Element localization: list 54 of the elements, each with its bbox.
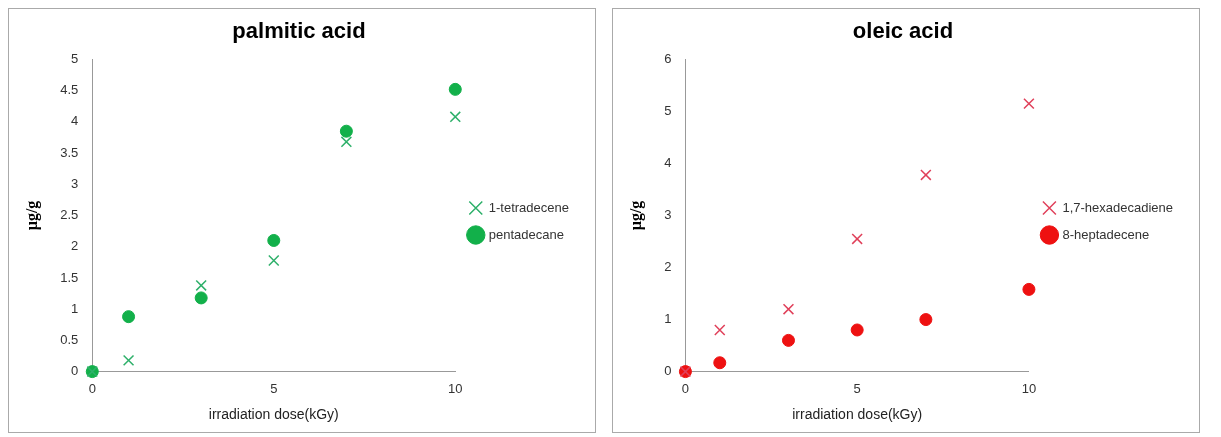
x-tick-label: 0 [88,380,96,396]
y-tick-label: 0.5 [60,331,79,347]
y-tick-label: 2 [664,259,672,275]
point [782,303,795,315]
x-tick-label: 10 [448,380,463,396]
y-tick-label: 4 [664,155,672,171]
point [339,124,353,138]
y-tick-label: 6 [664,50,672,66]
y-tick-label: 1 [71,300,79,316]
y-tick-label: 4.5 [60,82,79,98]
x-tick-label: 0 [681,380,690,396]
point [268,254,280,267]
legend-label: 1-tetradecene [488,199,570,215]
point [713,356,727,370]
point [449,111,461,123]
point [122,354,135,367]
point [1023,97,1035,110]
y-tick-label: 2 [71,238,79,254]
y-tick-label: 4 [71,113,79,129]
point [850,323,864,337]
chart-title: palmitic acid [232,18,366,44]
y-axis-title: µg/g [626,200,645,231]
y-tick-label: 5 [664,103,672,119]
point [194,291,208,305]
y-tick-label: 5 [71,50,79,66]
x-axis-title: irradiation dose(kGy) [792,406,923,423]
y-tick-label: 3.5 [60,144,79,160]
point [714,324,726,336]
x-axis-title: irradiation dose(kGy) [208,406,339,423]
legend-label: 8-heptadecene [1062,226,1150,242]
y-tick-label: 2.5 [60,207,79,223]
point [267,233,281,247]
point [448,82,462,96]
y-tick-label: 1 [664,311,672,327]
legend-label: 1,7-hexadecadiene [1062,199,1173,215]
x-tick-label: 5 [853,380,861,396]
point [122,310,136,324]
legend-label: pentadecane [488,226,564,242]
y-tick-label: 1.5 [60,269,79,285]
y-tick-label: 0 [664,363,672,379]
x-tick-label: 10 [1021,380,1037,396]
point [195,279,207,292]
y-tick-label: 3 [71,175,79,191]
y-tick-label: 3 [664,207,672,223]
point [851,233,863,245]
point [781,333,795,347]
point [340,136,353,148]
point [920,169,932,181]
chart-title: oleic acid [852,18,954,44]
x-tick-label: 5 [270,380,278,396]
point [919,313,933,327]
y-axis-title: µg/g [22,200,41,231]
y-tick-label: 0 [71,363,79,379]
point [1022,282,1036,296]
